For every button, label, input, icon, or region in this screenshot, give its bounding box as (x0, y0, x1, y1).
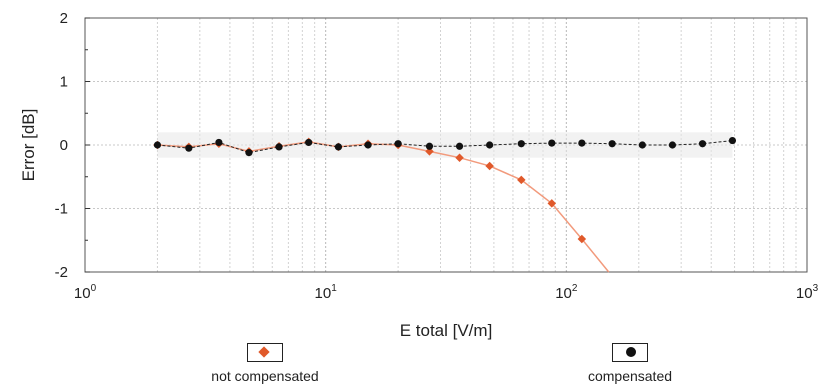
point-not-compensated (425, 147, 434, 156)
point-compensated (486, 141, 494, 149)
series-line-not-compensated (157, 141, 610, 273)
point-compensated (334, 143, 343, 151)
x-axis-ticks: 100 101 102 103 (74, 283, 819, 302)
legend-label-not-compensated: not compensated (211, 368, 319, 384)
x-tick-label: 102 (555, 283, 578, 302)
circle-marker-icon (626, 347, 636, 357)
series-layer (153, 132, 737, 273)
y-tick-label: -2 (55, 264, 68, 281)
point-compensated (578, 139, 586, 147)
legend-swatch-not-compensated (247, 343, 283, 362)
series-line-compensated (157, 140, 733, 154)
point-compensated (698, 140, 707, 148)
point-not-compensated (455, 153, 464, 162)
point-compensated (245, 149, 253, 157)
point-not-compensated (485, 161, 494, 171)
point-compensated (638, 141, 646, 149)
point-compensated (548, 139, 556, 147)
legend-not-compensated: not compensated (180, 343, 350, 384)
y-tick-label: 0 (60, 137, 68, 154)
point-compensated (425, 142, 434, 150)
point-compensated (275, 143, 283, 151)
point-compensated (608, 140, 616, 148)
point-compensated (728, 136, 737, 145)
point-compensated (364, 141, 372, 149)
legend-compensated: compensated (545, 343, 715, 384)
point-compensated (668, 141, 677, 149)
point-compensated (215, 138, 223, 147)
y-tick-label: 2 (60, 10, 68, 27)
y-tick-label: -1 (55, 201, 68, 218)
point-compensated (305, 138, 313, 147)
point-compensated (153, 141, 162, 149)
y-tick-label: 1 (60, 74, 68, 91)
legend-label-compensated: compensated (587, 368, 673, 384)
x-tick-label: 100 (74, 283, 97, 302)
x-tick-label: 103 (796, 283, 819, 302)
legend-swatch-compensated (612, 343, 648, 362)
point-compensated (185, 144, 193, 152)
tolerance-band (157, 132, 733, 158)
point-compensated (455, 142, 464, 150)
diamond-marker-icon (258, 346, 270, 358)
y-axis-title: Error [dB] (19, 109, 38, 182)
point-compensated (394, 140, 402, 148)
x-tick-label: 101 (315, 283, 338, 302)
y-axis-ticks: 2 1 0 -1 -2 (55, 10, 90, 281)
x-axis-title: E total [V/m] (400, 321, 493, 340)
point-compensated (517, 140, 525, 148)
